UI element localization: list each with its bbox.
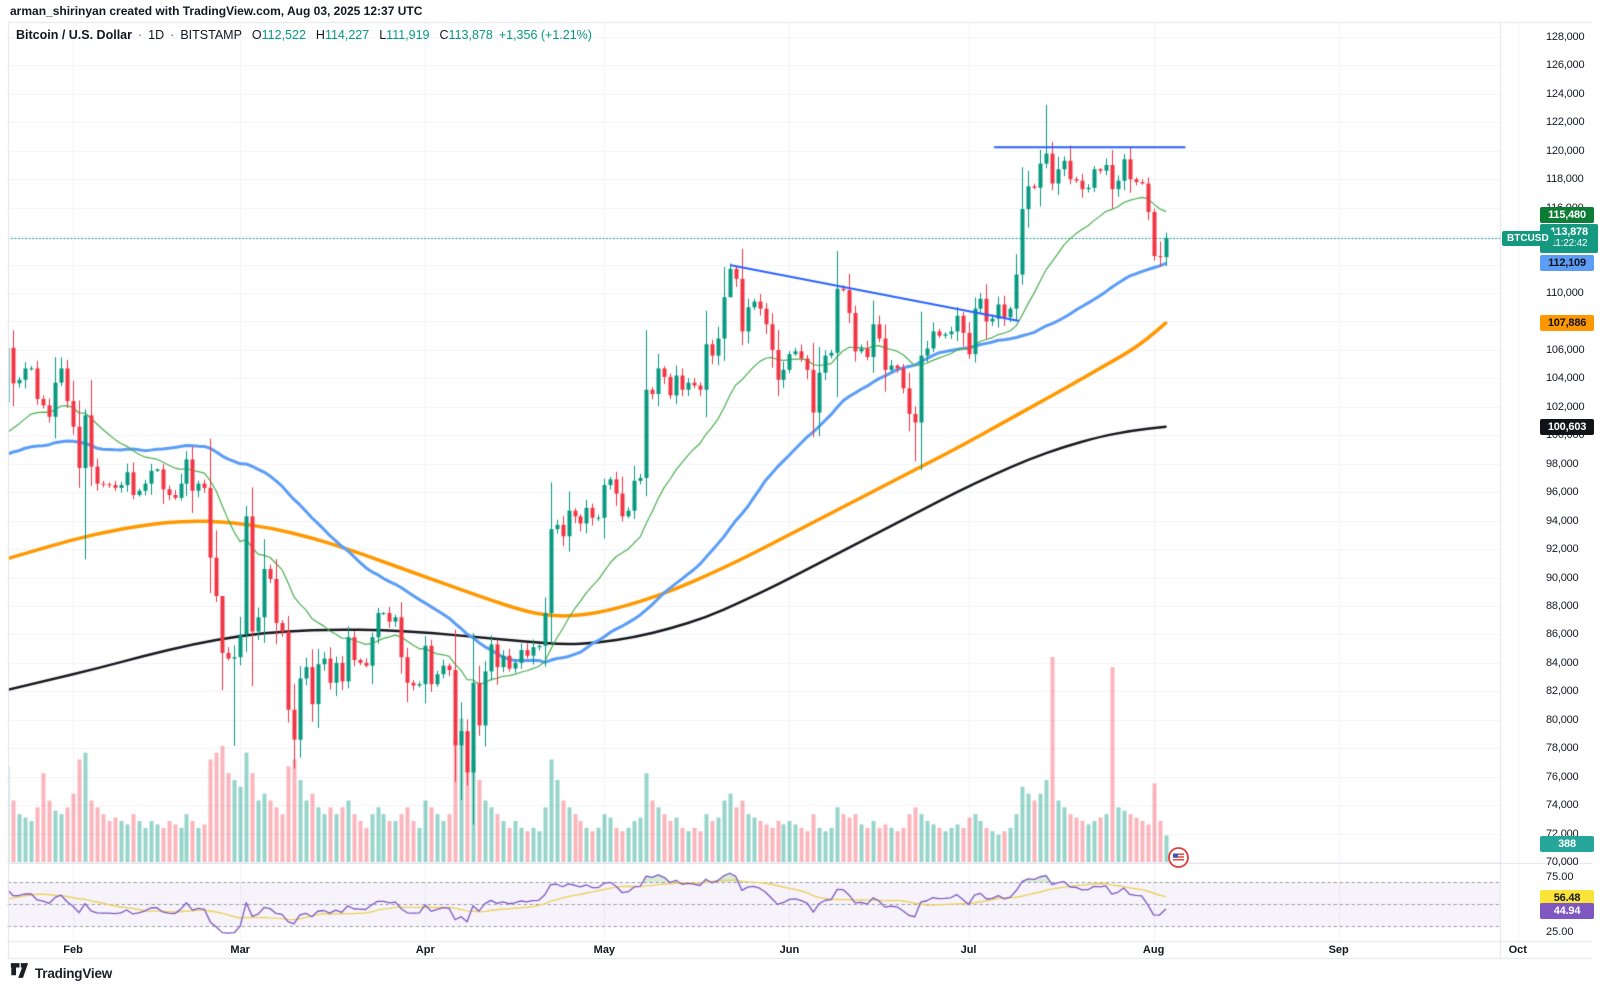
price-tick-label: 80,000: [1546, 713, 1579, 726]
price-tick-label: 126,000: [1546, 59, 1585, 72]
current-price-label: 113,878 11:22:42: [1540, 223, 1598, 253]
sma50-price-label: 112,109: [1540, 255, 1594, 272]
timeframe: 1D: [148, 28, 165, 42]
close-value: 113,878: [448, 28, 493, 42]
price-tick-label: 94,000: [1546, 514, 1579, 527]
price-tick-label: 96,000: [1546, 486, 1579, 499]
time-axis-label-mar: Mar: [230, 944, 250, 956]
tradingview-logo-text: TradingView: [35, 965, 113, 981]
price-tick-label: 106,000: [1546, 343, 1585, 356]
low-value: 111,919: [386, 28, 430, 42]
price-tick-label: 98,000: [1546, 457, 1579, 470]
separator-dot: ·: [138, 28, 143, 42]
low-label: L: [379, 28, 387, 42]
price-tick-label: 78,000: [1546, 742, 1579, 755]
open-label: O: [251, 28, 262, 42]
volume-label: 388: [1540, 836, 1594, 852]
symbol-name: Bitcoin / U.S. Dollar: [16, 28, 132, 42]
price-tick-label: 92,000: [1546, 543, 1579, 556]
change-value: +1,356 (+1.21%): [498, 28, 592, 42]
sma200-price-label: 100,603: [1540, 418, 1594, 435]
time-axis-label-oct: Oct: [1508, 944, 1527, 956]
time-axis-label-jul: Jul: [960, 944, 977, 956]
rsi-ma-label: 56.48: [1540, 889, 1594, 906]
rsi-upper-bound-label: 75.00: [1546, 870, 1574, 883]
time-axis-label-sep: Sep: [1328, 944, 1349, 956]
time-axis-label-aug: Aug: [1142, 944, 1165, 956]
close-label: C: [439, 28, 449, 42]
tradingview-logo[interactable]: TradingView: [10, 962, 112, 984]
price-tick-label: 124,000: [1546, 87, 1585, 100]
price-tick-label: 128,000: [1546, 31, 1585, 43]
price-tick-label: 102,000: [1546, 400, 1585, 413]
price-tick-label: 110,000: [1546, 287, 1584, 300]
price-tick-label: 76,000: [1546, 770, 1579, 783]
price-tick-label: 122,000: [1546, 116, 1585, 129]
attribution-text: arman_shirinyan created with TradingView…: [10, 4, 423, 18]
price-tick-label: 86,000: [1546, 628, 1579, 641]
tradingview-logo-icon: [10, 962, 29, 984]
price-tick-label: 88,000: [1546, 599, 1579, 612]
symbol-info-bar[interactable]: Bitcoin / U.S. Dollar · 1D · BITSTAMP O1…: [16, 28, 592, 42]
high-value: 114,227: [324, 28, 370, 42]
us-flag-event-icon[interactable]: [1168, 847, 1189, 868]
price-tick-label: 84,000: [1546, 656, 1579, 669]
price-tick-label: 70,000: [1546, 856, 1579, 868]
time-axis-label-may: May: [593, 944, 616, 956]
time-axis-label-jun: Jun: [779, 944, 800, 956]
price-tick-label: 118,000: [1546, 173, 1584, 186]
ema21-price-label: 115,480: [1540, 207, 1594, 224]
price-tick-label: 120,000: [1546, 144, 1585, 157]
price-tick-label: 82,000: [1546, 685, 1579, 698]
open-value: 112,522: [261, 28, 306, 42]
separator-dot: ·: [170, 28, 175, 42]
time-axis-label-apr: Apr: [415, 944, 435, 956]
current-price-value: 113,878: [1550, 225, 1588, 238]
price-tick-label: 74,000: [1546, 799, 1579, 812]
time-axis-label-feb: Feb: [63, 944, 83, 956]
rsi-lower-bound-label: 25.00: [1546, 925, 1574, 938]
symbol-tag: BTCUSD: [1502, 231, 1554, 246]
high-label: H: [315, 28, 325, 42]
price-tick-label: 104,000: [1546, 372, 1585, 385]
exchange: BITSTAMP: [180, 28, 242, 42]
price-tick-label: 90,000: [1546, 571, 1579, 584]
sma100-price-label: 107,886: [1540, 315, 1594, 332]
rsi-value-label: 44.94: [1540, 902, 1594, 919]
bar-countdown: 11:22:42: [1550, 237, 1588, 249]
